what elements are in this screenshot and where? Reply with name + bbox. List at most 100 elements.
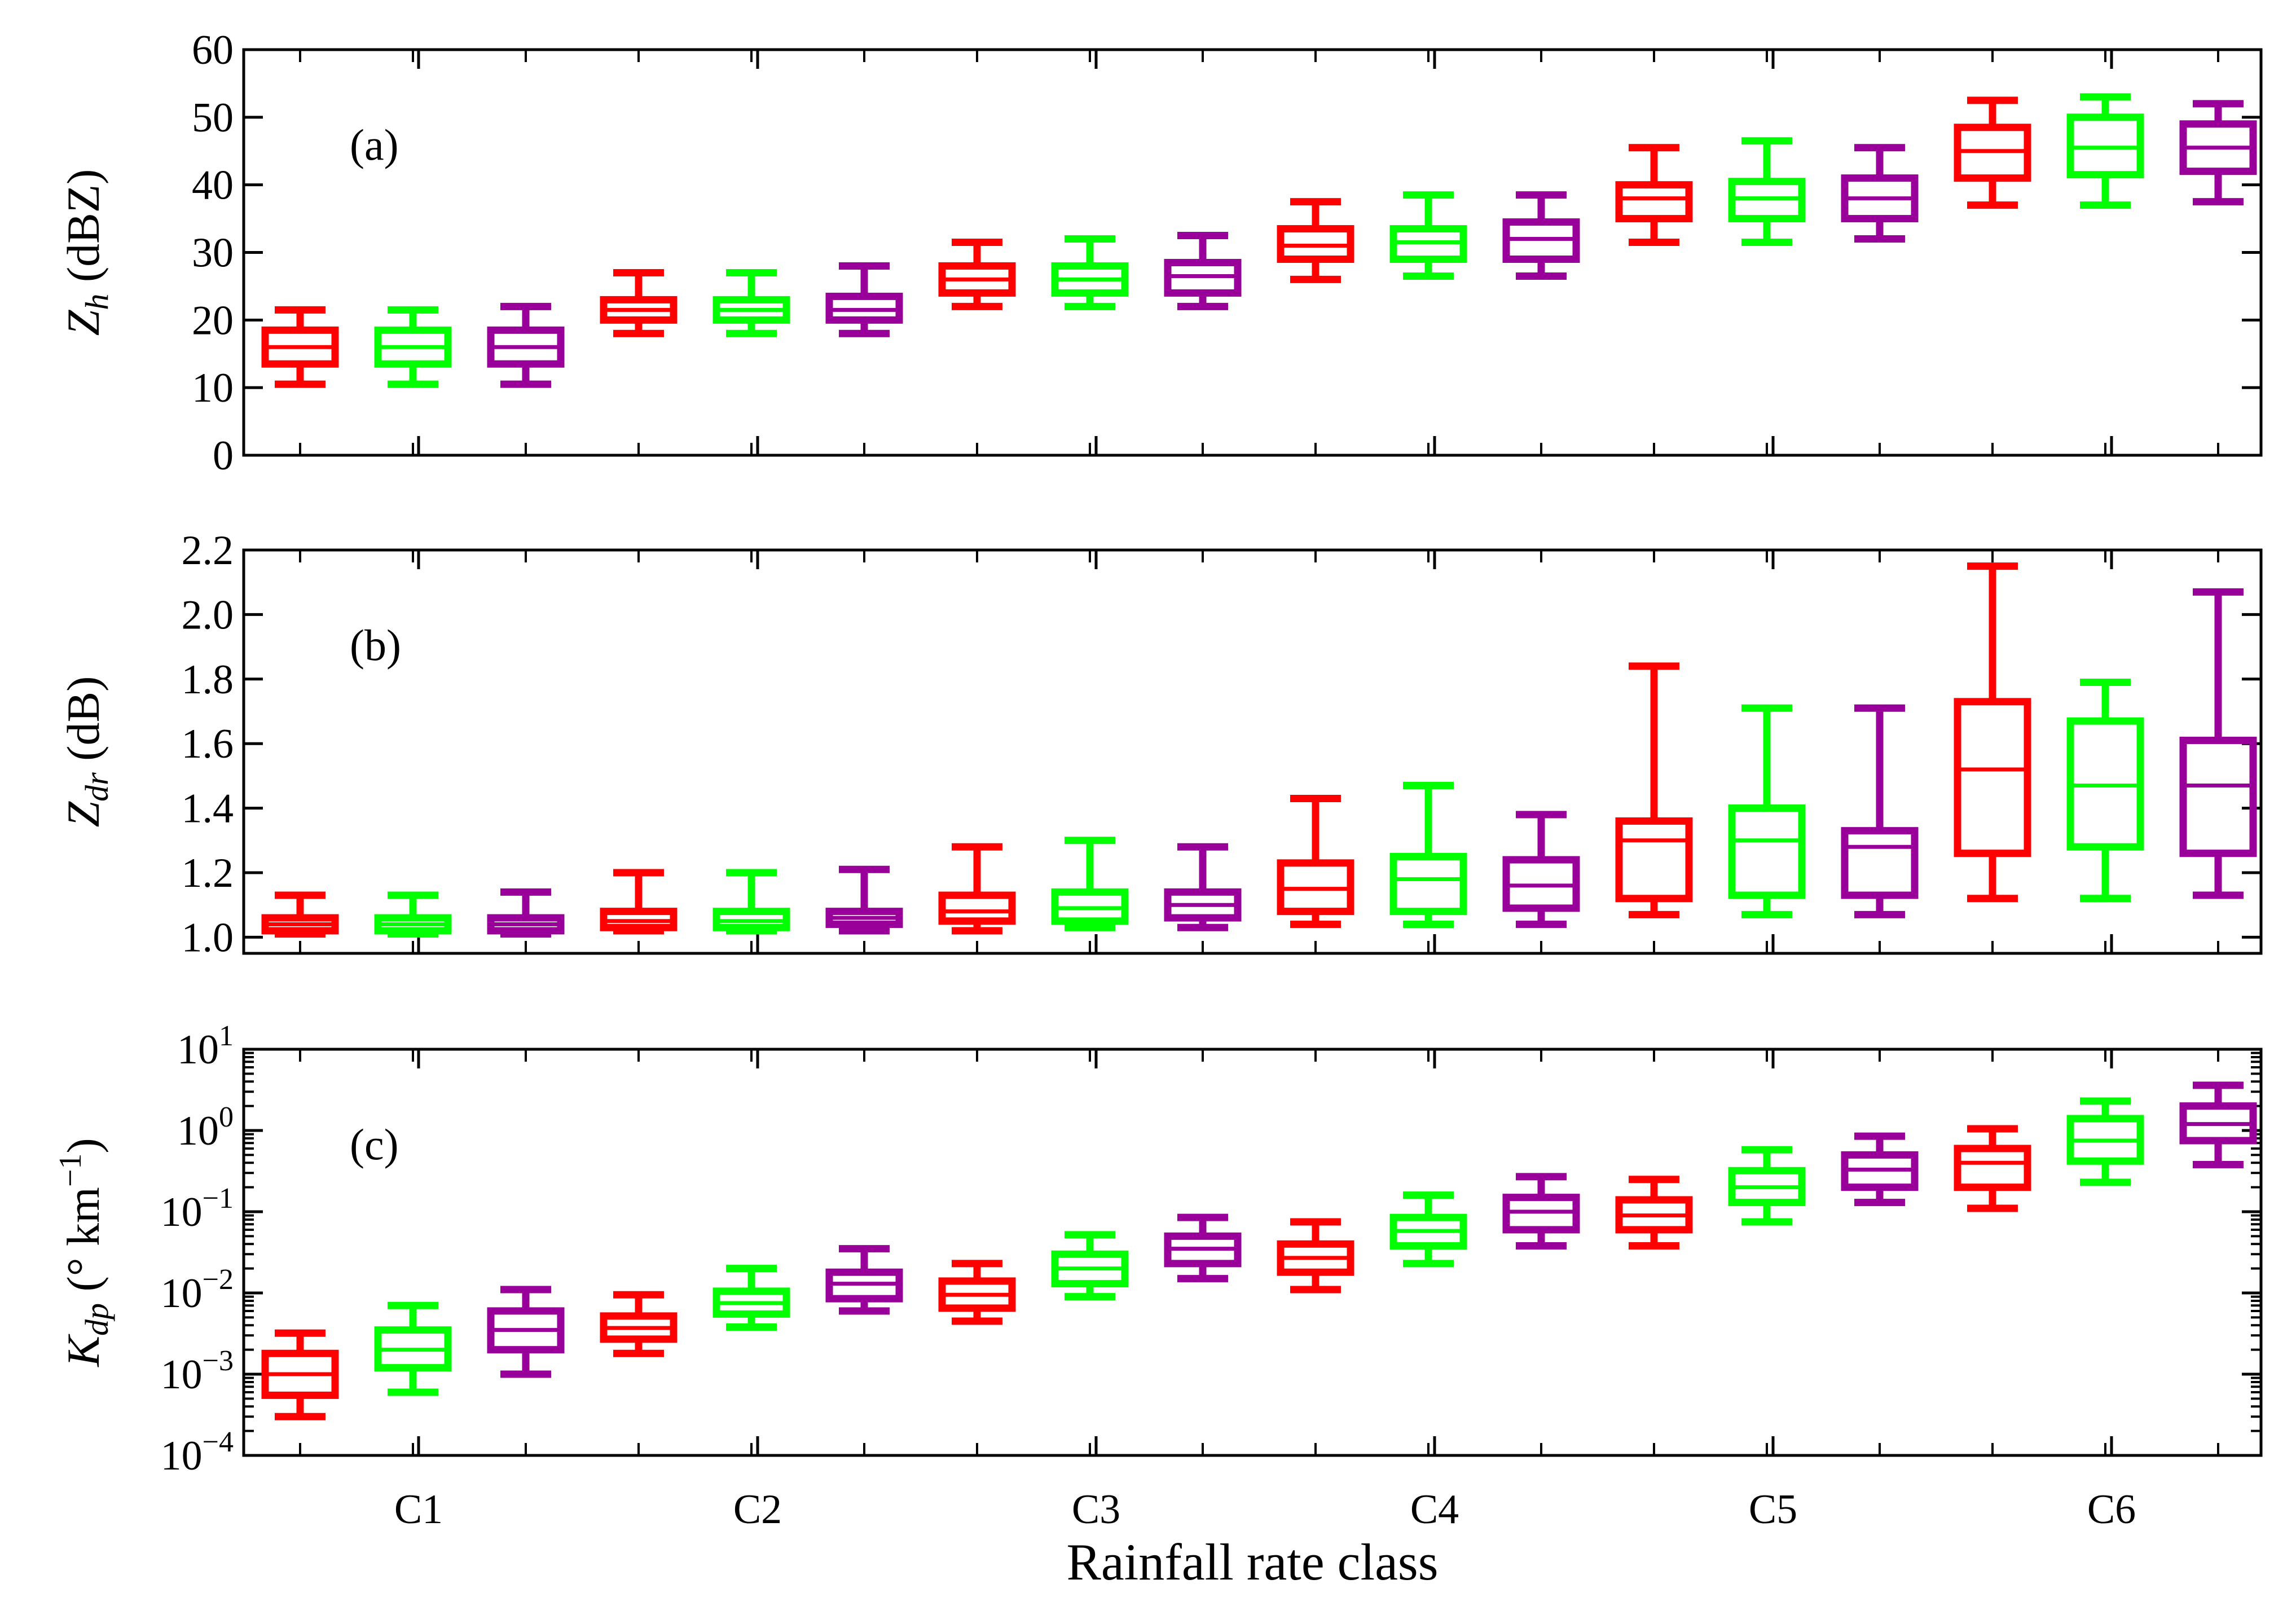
box-7	[938, 239, 1016, 310]
x-tick-label-c3: C3	[1072, 1486, 1120, 1533]
box-2	[374, 1301, 452, 1396]
box-5	[712, 269, 790, 337]
box-18	[2179, 1081, 2257, 1169]
box-17	[2066, 1097, 2144, 1186]
box-4	[600, 869, 678, 935]
x-tick-label-c4: C4	[1410, 1486, 1459, 1533]
box-3	[487, 888, 565, 938]
box-10	[1277, 1218, 1354, 1294]
box-6	[825, 865, 903, 935]
box-body	[1954, 698, 2031, 857]
panel-2: 1.0 1.2 1.4 1.6 1.8 2.0 2.2 (b) Zdr (dB)	[58, 527, 2263, 961]
box-body	[938, 891, 1016, 925]
box-4	[600, 1291, 678, 1357]
box-12	[1502, 191, 1580, 280]
y-axis-title: Zh (dBZ)	[58, 169, 115, 336]
box-6	[825, 262, 903, 337]
box-9	[1164, 232, 1242, 310]
y-tick-label: 1.4	[182, 786, 234, 832]
panel-3: 10−4 10−3 10−2 10−1 100 101 (c) Kdp (° km−1)	[53, 1020, 2263, 1479]
box-11	[1389, 191, 1467, 280]
box-2	[374, 891, 452, 938]
box-6	[825, 1245, 903, 1315]
y-axis-title: Zdr (dB)	[58, 676, 115, 828]
y-tick-label: 1.0	[182, 914, 234, 961]
box-body	[1841, 827, 1919, 899]
y-tick-label: 10−2	[161, 1264, 234, 1317]
y-tick-label: 100	[177, 1101, 234, 1154]
y-tick-label: 1.8	[182, 657, 234, 703]
box-7	[938, 843, 1016, 935]
panel-1: 0 10 20 30 40 50 60 (a) Zh (dBZ)	[58, 27, 2263, 479]
box-3	[487, 1286, 565, 1378]
y-tick-label: 2.0	[182, 592, 234, 638]
box-body	[1389, 852, 1467, 916]
y-tick-label: 10−4	[161, 1426, 234, 1479]
box-1	[261, 306, 339, 388]
box-15	[1841, 704, 1919, 918]
y-axis-title: Kdp (° km−1)	[53, 1138, 115, 1367]
box-4	[600, 269, 678, 337]
y-tick-label: 2.2	[182, 527, 234, 574]
x-tick-label-c1: C1	[394, 1486, 443, 1533]
panel-label: (a)	[350, 120, 399, 169]
box-14	[1728, 704, 1806, 918]
box-15	[1841, 1132, 1919, 1207]
y-tick-label: 10−3	[161, 1345, 234, 1398]
box-13	[1615, 1176, 1693, 1250]
plot-frame	[242, 48, 2263, 457]
y-tick-label: 1.6	[182, 721, 234, 767]
box-10	[1277, 198, 1354, 283]
panel-label: (c)	[350, 1120, 399, 1169]
box-11	[1389, 1191, 1467, 1268]
box-16	[1954, 96, 2031, 209]
y-tick-label: 101	[177, 1020, 234, 1073]
box-12	[1502, 811, 1580, 929]
box-18	[2179, 100, 2257, 206]
box-body	[1615, 181, 1693, 223]
box-15	[1841, 144, 1919, 243]
y-tick-label: 30	[192, 230, 234, 276]
box-body	[2179, 736, 2257, 857]
box-17	[2066, 679, 2144, 903]
box-7	[938, 1260, 1016, 1325]
box-16	[1954, 1125, 2031, 1212]
box-1	[261, 891, 339, 938]
box-body	[1728, 804, 1806, 899]
plot-frame	[242, 548, 2263, 955]
y-tick-label: 60	[192, 27, 234, 73]
box-2	[374, 306, 452, 388]
box-14	[1728, 1146, 1806, 1226]
box-13	[1615, 662, 1693, 918]
panels: 0 10 20 30 40 50 60 (a) Zh (dBZ) 1.0 1.2 1.4 1.6 1.8 2…	[53, 27, 2263, 1479]
box-9	[1164, 1213, 1242, 1283]
box-13	[1615, 144, 1693, 247]
y-tick-label: 10	[192, 365, 234, 411]
plot-frame	[242, 1048, 2263, 1457]
box-1	[261, 1329, 339, 1420]
y-tick-label: 0	[213, 433, 234, 479]
box-11	[1389, 782, 1467, 929]
box-8	[1051, 1231, 1129, 1301]
x-tick-label-c5: C5	[1749, 1486, 1797, 1533]
box-body	[1954, 1145, 2031, 1191]
box-18	[2179, 588, 2257, 899]
x-tick-label-c2: C2	[733, 1486, 782, 1533]
box-17	[2066, 93, 2144, 209]
y-tick-label: 40	[192, 162, 234, 209]
box-14	[1728, 137, 1806, 247]
y-tick-label: 50	[192, 95, 234, 141]
y-tick-label: 1.2	[182, 850, 234, 896]
box-10	[1277, 794, 1354, 929]
x-axis-title: Rainfall rate class	[1066, 1533, 1438, 1591]
box-5	[712, 1265, 790, 1331]
box-9	[1164, 843, 1242, 931]
x-axis-labels: C1 C2 C3 C4 C5 C6 Rainfall rate class	[394, 1486, 2136, 1591]
box-12	[1502, 1173, 1580, 1250]
box-8	[1051, 235, 1129, 310]
y-tick-label: 10−1	[161, 1182, 234, 1235]
box-body	[1615, 817, 1693, 903]
box-16	[1954, 562, 2031, 903]
panel-label: (b)	[350, 621, 401, 670]
